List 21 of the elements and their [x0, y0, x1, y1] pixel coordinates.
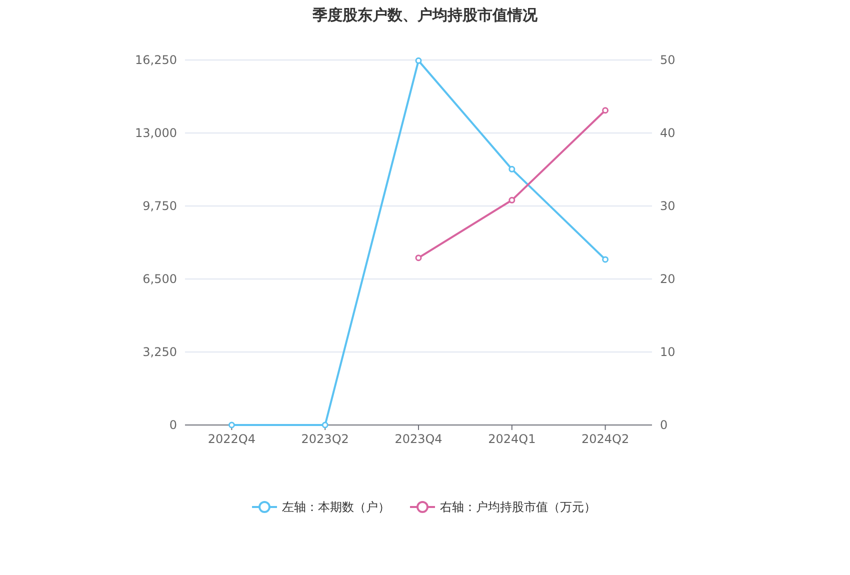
y-tick-label: 9,750: [142, 199, 177, 213]
point: [322, 422, 328, 428]
y-tick-label: 3,250: [142, 345, 177, 359]
legend-label: 右轴：户均持股市值（万元）: [440, 500, 596, 514]
legend-label: 左轴：本期数（户）: [282, 500, 390, 514]
x-tick-label: 2023Q4: [394, 432, 442, 446]
y-tick-label: 6,500: [142, 272, 177, 286]
x-tick-label: 2022Q4: [208, 432, 256, 446]
axis-y2: 0 10 20 30 40 50: [660, 53, 676, 432]
x-tick-label: 2024Q1: [488, 432, 536, 446]
y-tick-label: 0: [169, 418, 177, 432]
x-tick-label: 2024Q2: [581, 432, 630, 446]
axis-y: 0 3,250 6,500 9,750 13,000 16,250: [135, 53, 652, 432]
point: [415, 57, 422, 64]
y-tick-label: 13,000: [135, 126, 177, 140]
x-tick-label: 2023Q2: [301, 432, 349, 446]
point: [508, 166, 516, 172]
y-tick-label: 16,250: [135, 53, 177, 67]
point: [228, 422, 235, 428]
point: [602, 256, 609, 263]
title: 季度股东户数、户均持股市值情况: [312, 6, 538, 24]
